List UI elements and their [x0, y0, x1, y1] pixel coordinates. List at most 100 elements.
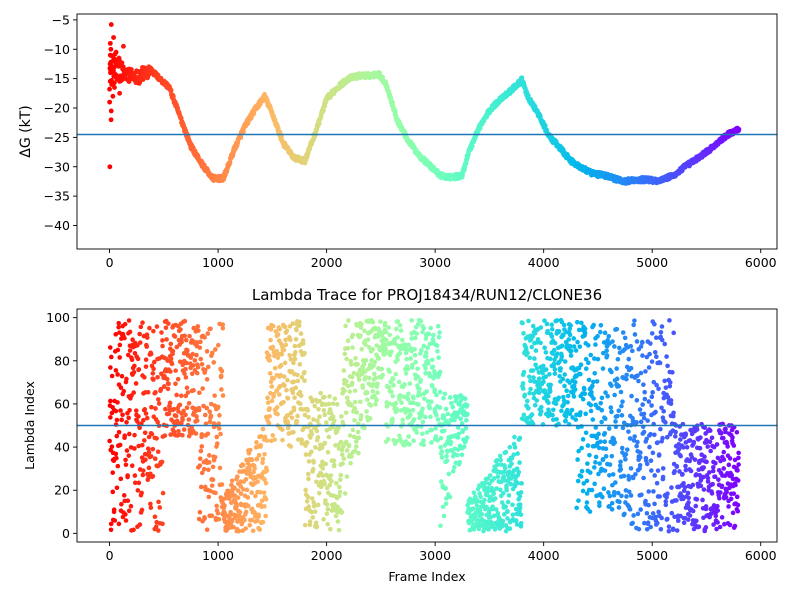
bottom-data-point: [701, 487, 707, 492]
bottom-data-point: [607, 493, 613, 499]
bottom-data-point: [437, 405, 443, 410]
bottom-x-tick-label: 2000: [311, 548, 343, 563]
bottom-data-point: [550, 412, 555, 418]
bottom-data-point: [119, 373, 125, 379]
bottom-axes-frame: [76, 308, 778, 543]
bottom-data-point: [622, 335, 628, 341]
bottom-data-point: [411, 400, 416, 406]
bottom-x-tick-label: 3000: [419, 548, 451, 563]
bottom-data-point: [152, 359, 157, 365]
bottom-data-point: [278, 372, 283, 378]
bottom-data-point: [271, 376, 276, 381]
bottom-data-point: [397, 393, 403, 398]
bottom-data-point: [251, 469, 256, 475]
bottom-data-point: [215, 404, 221, 410]
bottom-data-point: [535, 337, 541, 342]
bottom-data-point: [314, 428, 320, 434]
bottom-data-point: [527, 374, 532, 380]
bottom-data-point: [598, 322, 604, 328]
bottom-data-point: [218, 373, 224, 379]
bottom-data-point: [325, 449, 331, 455]
bottom-data-point: [561, 398, 567, 403]
bottom-data-point: [249, 490, 254, 495]
bottom-data-point: [623, 457, 628, 462]
bottom-data-point: [356, 450, 361, 456]
bottom-data-point: [297, 362, 303, 367]
bottom-data-point: [517, 505, 523, 511]
bottom-data-point: [165, 358, 171, 363]
bottom-data-point: [560, 333, 566, 338]
bottom-data-point: [109, 354, 114, 360]
bottom-data-point: [268, 379, 274, 385]
bottom-data-point: [132, 363, 137, 369]
bottom-data-point: [206, 467, 211, 473]
bottom-data-point: [735, 468, 740, 473]
bottom-data-point: [150, 473, 156, 479]
bottom-data-point: [260, 426, 266, 432]
bottom-data-point: [619, 493, 624, 499]
bottom-data-point: [281, 399, 286, 405]
bottom-data-point: [358, 413, 364, 418]
bottom-data-point: [583, 356, 589, 362]
bottom-data-point: [694, 497, 700, 502]
bottom-data-point: [272, 353, 277, 359]
bottom-data-point: [306, 476, 311, 482]
bottom-data-point: [425, 361, 431, 366]
bottom-data-point: [329, 478, 334, 484]
bottom-x-tick-label: 1000: [202, 548, 234, 563]
bottom-data-point: [578, 371, 583, 377]
bottom-data-point: [118, 408, 123, 413]
bottom-data-point: [172, 334, 178, 339]
bottom-data-point: [396, 379, 402, 385]
bottom-data-point: [300, 338, 306, 343]
bottom-data-point: [124, 448, 130, 453]
bottom-data-point: [533, 348, 539, 353]
bottom-data-point: [447, 395, 453, 400]
bottom-data-point: [660, 466, 666, 471]
bottom-data-point: [153, 406, 158, 411]
bottom-data-point: [215, 342, 221, 348]
bottom-data-point: [446, 471, 452, 477]
top-data-point: [108, 117, 114, 123]
bottom-data-point: [605, 393, 610, 399]
bottom-data-point: [502, 469, 507, 475]
bottom-data-point: [559, 354, 565, 359]
bottom-data-point: [594, 435, 600, 441]
bottom-data-point: [173, 413, 179, 419]
bottom-data-point: [421, 438, 426, 443]
bottom-data-point: [526, 405, 531, 411]
top-data-point: [108, 70, 113, 76]
bottom-data-point: [642, 396, 648, 402]
bottom-data-point: [626, 473, 631, 479]
bottom-data-point: [296, 323, 302, 328]
bottom-data-point: [249, 457, 255, 463]
bottom-data-point: [310, 466, 316, 472]
bottom-data-point: [557, 373, 562, 379]
bottom-data-point: [593, 342, 598, 347]
bottom-data-point: [660, 435, 665, 441]
bottom-data-point: [231, 524, 236, 530]
bottom-data-point: [152, 456, 158, 461]
bottom-data-point: [490, 504, 495, 509]
bottom-data-point: [568, 323, 573, 328]
bottom-data-point: [724, 489, 729, 495]
bottom-data-point: [662, 341, 668, 347]
bottom-data-point: [505, 499, 511, 505]
bottom-data-point: [664, 354, 669, 359]
bottom-data-point: [642, 389, 647, 395]
bottom-data-point: [604, 353, 610, 358]
bottom-data-point: [205, 331, 211, 336]
bottom-data-point: [549, 322, 555, 328]
bottom-data-point: [492, 526, 498, 531]
bottom-data-point: [418, 377, 424, 383]
bottom-data-point: [309, 496, 315, 501]
bottom-data-point: [471, 490, 477, 496]
bottom-data-point: [654, 480, 660, 486]
bottom-data-point: [238, 484, 244, 489]
bottom-data-point: [262, 451, 267, 457]
bottom-data-point: [240, 462, 246, 468]
bottom-data-point: [580, 488, 586, 494]
bottom-data-point: [502, 465, 508, 471]
bottom-data-point: [114, 433, 120, 439]
bottom-data-point: [173, 368, 178, 373]
